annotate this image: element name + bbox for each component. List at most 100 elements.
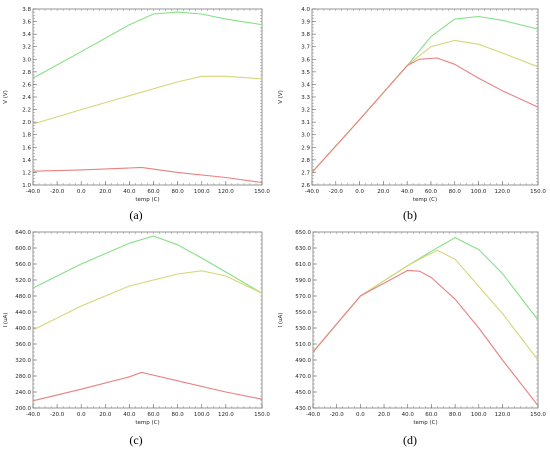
chart-panel-a: -40.0 -20.0 0.0 20.0 40.0 60.0 80.0 100.0 120.0 1… — [0, 0, 275, 224]
x-tick-label: 60.0 — [147, 189, 160, 195]
y-axis-label: V (V) — [278, 90, 284, 104]
y-tick-label: 1.4 — [22, 158, 31, 164]
y-tick-label: 3.9 — [301, 20, 310, 26]
y-tick-label: 400.0 — [15, 326, 31, 332]
x-tick-label: -20.0 — [50, 189, 65, 195]
y-tick-label: 2.8 — [22, 70, 31, 76]
y-tick-label: 510.0 — [295, 342, 311, 348]
y-tick-label: 3.6 — [22, 20, 31, 26]
x-tick-label: 60.0 — [425, 412, 438, 418]
x-tick-label: -20.0 — [330, 412, 345, 418]
x-tick-label: 60.0 — [147, 412, 160, 418]
y-tick-label: 280.0 — [15, 374, 31, 380]
y-tick-label: 590.0 — [295, 278, 311, 284]
x-tick-label: 0.0 — [355, 189, 364, 195]
y-tick-label: 640.0 — [15, 230, 31, 236]
y-minor-ticks — [313, 231, 538, 409]
y-tick-label: 3.0 — [22, 57, 31, 63]
x-minor-ticks — [312, 232, 539, 408]
y-tick-label: 320.0 — [15, 358, 31, 364]
x-tick-label: 40.0 — [123, 189, 136, 195]
plot-area-c — [32, 231, 263, 409]
series-line-3 — [311, 57, 539, 173]
x-tick-label: 20.0 — [99, 412, 112, 418]
y-tick-label: 3.1 — [301, 120, 310, 126]
x-tick-label: 20.0 — [377, 189, 390, 195]
y-tick-label: 4.0 — [301, 7, 310, 13]
x-tick-label: 0.0 — [77, 189, 86, 195]
y-tick-label: 650.0 — [295, 230, 311, 236]
x-minor-ticks — [32, 9, 263, 185]
series-line-2 — [312, 249, 539, 361]
series-line-2 — [32, 75, 263, 125]
x-tick-label: 80.0 — [172, 412, 185, 418]
plot-area-b — [311, 8, 539, 186]
chart-d: -40.0 -20.0 0.0 20.0 40.0 60.0 80.0 100.0 120.0 1… — [278, 230, 546, 426]
x-tick-label: 80.0 — [449, 189, 462, 195]
y-axis-label: V (V) — [3, 90, 9, 104]
y-tick-label: 470.0 — [295, 374, 311, 380]
series-line-1 — [32, 11, 263, 79]
y-tick-label: 2.6 — [22, 82, 31, 88]
y-tick-label: 3.4 — [22, 32, 31, 38]
x-tick-label: 80.0 — [172, 189, 185, 195]
y-tick-label: 490.0 — [295, 358, 311, 364]
caption-c: (c) — [129, 433, 143, 447]
y-tick-label: 2.8 — [301, 158, 310, 164]
y-tick-label: 3.6 — [301, 57, 310, 63]
x-axis-label: temp (C) — [413, 420, 437, 426]
x-tick-label: 150.0 — [254, 412, 270, 418]
x-tick-label: 150.0 — [530, 412, 546, 418]
x-tick-label: -40.0 — [305, 189, 320, 195]
x-tick-label: 80.0 — [449, 412, 462, 418]
y-tick-label: 200.0 — [15, 406, 31, 412]
y-tick-label: 3.4 — [301, 82, 310, 88]
y-tick-label: 2.7 — [301, 170, 310, 176]
y-tick-label: 240.0 — [15, 390, 31, 396]
y-tick-label: 2.4 — [22, 95, 31, 101]
y-tick-label: 520.0 — [15, 278, 31, 284]
y-minor-ticks — [33, 8, 262, 186]
x-tick-label: 100.0 — [194, 189, 210, 195]
y-tick-label: 3.3 — [301, 95, 310, 101]
chart-panel-d: -40.0 -20.0 0.0 20.0 40.0 60.0 80.0 100.0 120.0 1… — [275, 224, 550, 449]
y-tick-label: 550.0 — [295, 310, 311, 316]
y-tick-label: 1.0 — [22, 183, 31, 189]
x-tick-label: 120.0 — [218, 189, 234, 195]
y-tick-label: 1.6 — [22, 145, 31, 151]
y-tick-label: 2.9 — [301, 145, 310, 151]
x-tick-label: 100.0 — [471, 412, 487, 418]
x-tick-label: 100.0 — [471, 189, 487, 195]
y-tick-label: 3.0 — [301, 133, 310, 139]
plot-area-a — [32, 8, 263, 186]
x-tick-label: -40.0 — [306, 412, 321, 418]
x-tick-label: 120.0 — [495, 412, 511, 418]
series-line-1 — [32, 235, 263, 294]
y-axis-label: I (uA) — [278, 313, 284, 328]
x-axis-label: temp (C) — [135, 197, 159, 203]
x-axis-label: temp (C) — [135, 420, 159, 426]
y-tick-label: 600.0 — [15, 246, 31, 252]
y-tick-label: 3.2 — [301, 108, 310, 114]
y-tick-label: 3.8 — [301, 32, 310, 38]
x-tick-label: 20.0 — [99, 189, 112, 195]
y-tick-label: 630.0 — [295, 246, 311, 252]
y-tick-label: 2.0 — [22, 120, 31, 126]
x-tick-label: 40.0 — [402, 412, 415, 418]
x-tick-label: 60.0 — [425, 189, 438, 195]
x-tick-label: -40.0 — [26, 189, 41, 195]
y-tick-label: 1.8 — [22, 133, 31, 139]
x-tick-label: 40.0 — [401, 189, 414, 195]
y-tick-label: 360.0 — [15, 342, 31, 348]
x-tick-label: 0.0 — [356, 412, 365, 418]
chart-a: -40.0 -20.0 0.0 20.0 40.0 60.0 80.0 100.0 120.0 1… — [3, 7, 270, 203]
chart-b: -40.0 -20.0 0.0 20.0 40.0 60.0 80.0 100.0 120.0 1… — [278, 7, 546, 203]
x-tick-label: 120.0 — [218, 412, 234, 418]
chart-c: -40.0 -20.0 0.0 20.0 40.0 60.0 80.0 100.0 120.0 1… — [3, 230, 270, 426]
caption-d: (d) — [403, 433, 417, 447]
y-axis-label: I (uA) — [3, 313, 9, 328]
x-tick-label: -40.0 — [26, 412, 41, 418]
y-tick-label: 570.0 — [295, 294, 311, 300]
x-tick-label: 100.0 — [194, 412, 210, 418]
